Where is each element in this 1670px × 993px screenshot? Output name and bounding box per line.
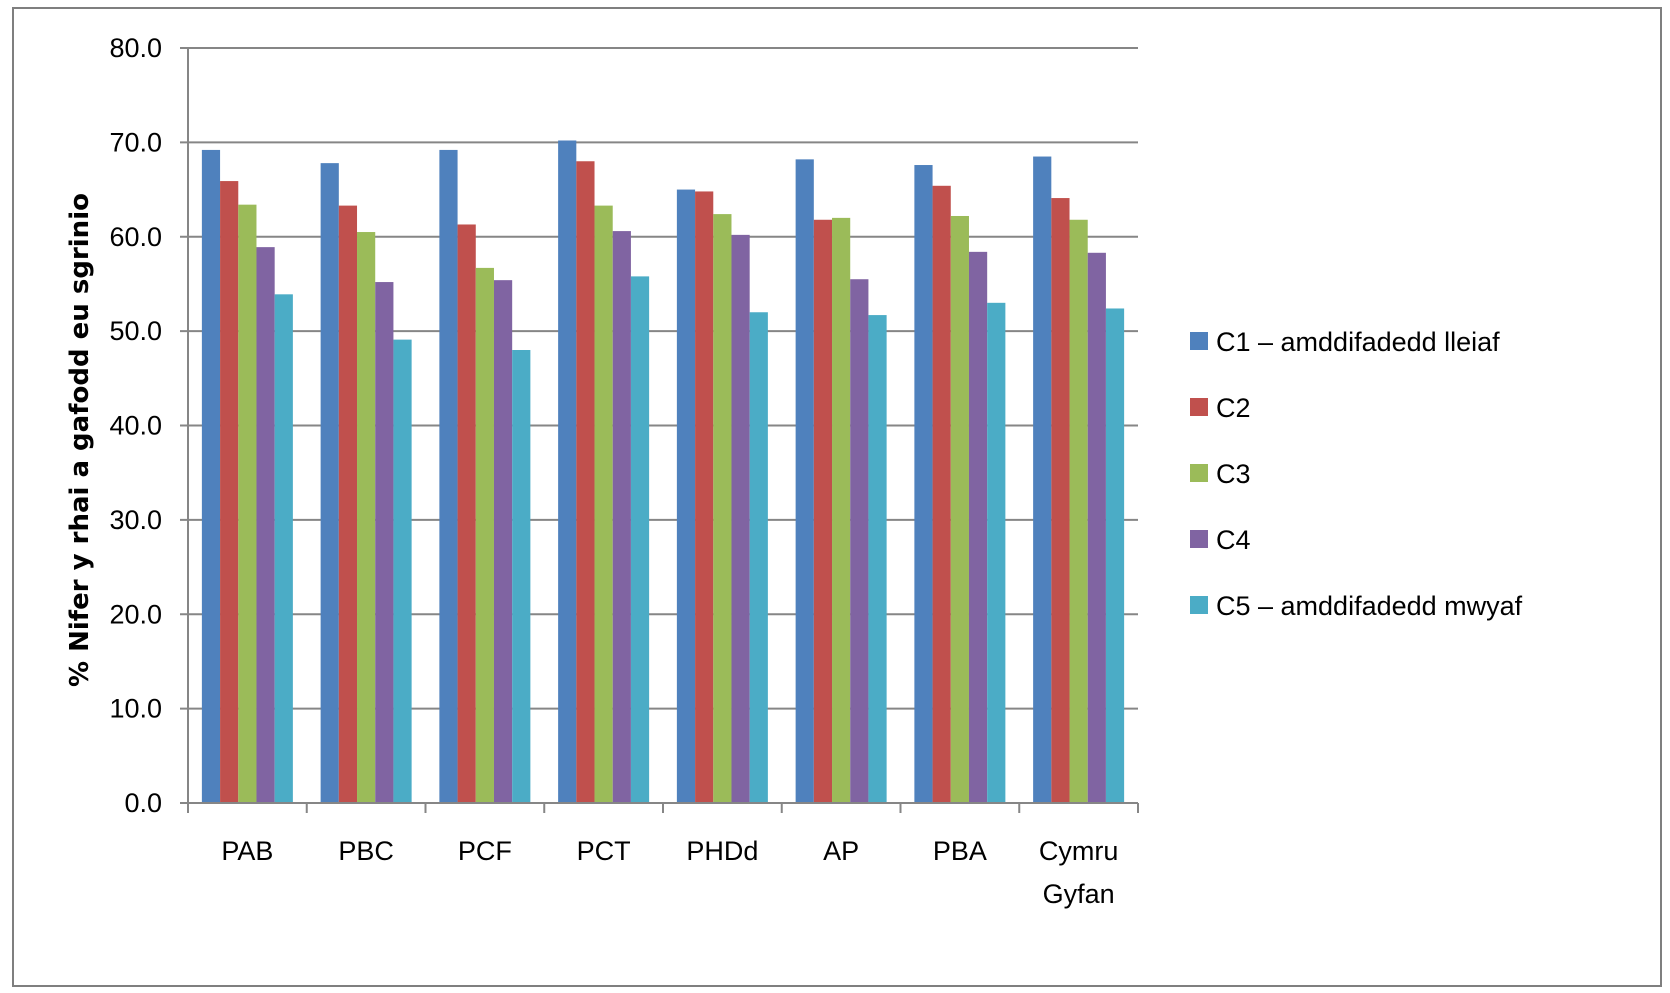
bar-cymru-gyfan-series-4	[1087, 252, 1106, 803]
bar-pcf-series-4	[493, 280, 513, 804]
legend: C1 – amddifadedd lleiaf C2 C3 C4 C5 – amddif…	[1190, 327, 1523, 621]
bar-phdd-series-4	[731, 234, 750, 804]
y-tick-label: 50.0	[109, 316, 162, 346]
bar-pba-series-5	[987, 302, 1006, 803]
bar-pba-series-2	[932, 185, 951, 804]
x-category-label: PAB	[221, 836, 273, 866]
x-category-label: AP	[823, 836, 859, 866]
bars	[201, 140, 1125, 804]
bar-pct-series-4	[612, 231, 631, 803]
bar-cymru-gyfan-series-1	[1033, 156, 1052, 803]
y-tick-label: 40.0	[109, 411, 162, 441]
x-category-label: Cymru Gyfan	[1039, 836, 1119, 909]
bar-pab-series-3	[238, 204, 257, 804]
legend-label: C5 – amddifadedd mwyaf	[1216, 591, 1523, 621]
bar-phdd-series-5	[749, 312, 768, 803]
bar-ap-series-1	[795, 159, 814, 804]
bar-pct-series-5	[630, 276, 650, 803]
bar-phdd-series-1	[676, 189, 696, 803]
y-tick-label: 70.0	[109, 127, 162, 157]
y-tick-label: 20.0	[109, 599, 162, 629]
bar-ap-series-4	[850, 279, 869, 803]
bar-phdd-series-2	[695, 191, 714, 803]
y-tick-label: 10.0	[109, 694, 162, 724]
legend-label: C4	[1216, 525, 1251, 555]
x-category-label: PCT	[577, 836, 631, 866]
bar-pbc-series-5	[393, 339, 412, 803]
x-category-label: PBC	[338, 836, 394, 866]
legend-swatch	[1190, 332, 1208, 350]
bar-pcf-series-5	[512, 350, 531, 803]
bar-pba-series-1	[914, 165, 933, 803]
bar-pcf-series-1	[439, 149, 458, 804]
x-category-label: PHDd	[686, 836, 758, 866]
bar-cymru-gyfan-series-2	[1051, 198, 1070, 803]
bar-pba-series-4	[968, 251, 988, 804]
legend-swatch	[1190, 596, 1208, 614]
y-axis-label: % Nifer y rhai a gafodd eu sgrinio	[65, 193, 95, 687]
legend-swatch	[1190, 464, 1208, 482]
bar-phdd-series-3	[713, 214, 732, 804]
legend-swatch	[1190, 398, 1208, 416]
axes	[180, 47, 1139, 813]
bar-ap-series-5	[868, 315, 887, 803]
y-tick-label: 60.0	[109, 222, 162, 252]
bar-ap-series-2	[813, 219, 833, 803]
y-tick-labels: 0.0 10.0 20.0 30.0 40.0 50.0 60.0 70.0 80.0	[109, 33, 162, 818]
bar-pba-series-3	[950, 215, 969, 804]
y-tick-label: 80.0	[109, 33, 162, 63]
legend-label: C2	[1216, 393, 1251, 423]
bar-pab-series-4	[256, 247, 275, 804]
bar-pbc-series-2	[338, 205, 358, 803]
x-category-label: PBA	[933, 836, 987, 866]
x-category-labels: PAB PBC PCF PCT PHDd AP PBA Cymru Gyfan	[221, 836, 1118, 909]
bar-cymru-gyfan-series-5	[1105, 308, 1125, 803]
bar-pcf-series-2	[457, 224, 476, 803]
legend-label: C3	[1216, 459, 1251, 489]
bar-pcf-series-3	[475, 267, 494, 803]
y-tick-label: 30.0	[109, 505, 162, 535]
bar-pab-series-2	[220, 181, 239, 804]
bar-ap-series-3	[832, 217, 851, 803]
bar-cymru-gyfan-series-3	[1069, 219, 1088, 803]
bar-pbc-series-4	[375, 282, 394, 803]
bar-pct-series-2	[576, 161, 595, 803]
x-category-label: PCF	[458, 836, 512, 866]
y-tick-label: 0.0	[124, 788, 162, 818]
bar-pct-series-1	[558, 140, 577, 804]
bar-pbc-series-1	[320, 163, 339, 803]
legend-swatch	[1190, 530, 1208, 548]
legend-label: C1 – amddifadedd lleiaf	[1216, 327, 1500, 357]
bar-pab-series-1	[201, 149, 221, 804]
bar-pct-series-3	[594, 205, 613, 803]
bar-pab-series-5	[274, 294, 293, 803]
bar-pbc-series-3	[357, 232, 376, 803]
